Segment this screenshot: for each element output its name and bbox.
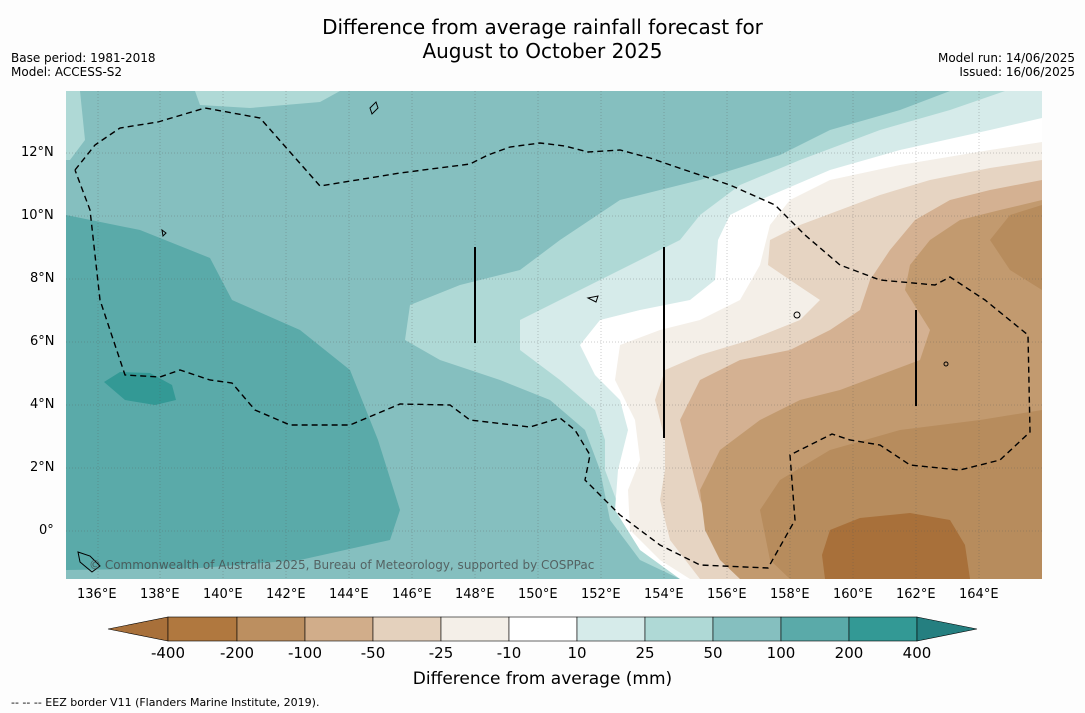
x-tick-140E: 140°E (203, 587, 243, 602)
y-tick-6N: 6°N (30, 334, 55, 349)
zone-pale-teal-top (195, 91, 340, 108)
colorbar-label: -25 (428, 644, 454, 662)
zone-darker-teal-west (66, 215, 400, 570)
islands (77, 101, 949, 573)
colorbar-label: -200 (219, 644, 255, 662)
model-name: Model: ACCESS-S2 (11, 65, 123, 79)
x-tick-138E: 138°E (140, 587, 180, 602)
y-tick-4N: 4°N (30, 397, 55, 412)
colorbar-label: 200 (834, 644, 864, 662)
y-tick-8N: 8°N (30, 271, 55, 286)
x-tick-156E: 156°E (707, 587, 747, 602)
zone-brown-200-400 (990, 205, 1042, 290)
colorbar-label: 10 (567, 644, 587, 662)
colorbar-label: 100 (766, 644, 796, 662)
x-tick-164E: 164°E (959, 587, 999, 602)
gridlines (66, 91, 1042, 579)
colorbar-label: 25 (635, 644, 655, 662)
zone-pale-teal-northwest (66, 91, 85, 160)
base-period: Base period: 1981-2018 (11, 51, 156, 65)
eez-footnote: -- -- -- EEZ border V11 (Flanders Marine… (11, 696, 320, 709)
colorbar-extend-low (107, 616, 169, 642)
x-tick-160E: 160°E (833, 587, 873, 602)
x-tick-152E: 152°E (581, 587, 621, 602)
x-tick-148E: 148°E (455, 587, 495, 602)
y-tick-10N: 10°N (21, 208, 54, 223)
issued-date: Issued: 16/06/2025 (959, 65, 1075, 79)
x-tick-136E: 136°E (77, 587, 117, 602)
x-tick-162E: 162°E (896, 587, 936, 602)
y-tick-2N: 2°N (30, 460, 55, 475)
zone-deep-teal-patch (104, 372, 176, 405)
model-run: Model run: 14/06/2025 (937, 51, 1075, 65)
colorbar-label: -10 (496, 644, 522, 662)
x-tick-146E: 146°E (392, 587, 432, 602)
colorbar-label: -400 (150, 644, 186, 662)
y-tick-0: 0° (39, 523, 54, 538)
colorbar-label: -100 (287, 644, 323, 662)
y-tick-12N: 12°N (21, 145, 54, 160)
x-tick-150E: 150°E (518, 587, 558, 602)
colorbar-extend-high (916, 616, 978, 642)
title-line-1: Difference from average rainfall forecas… (322, 15, 763, 39)
marker-lines (474, 247, 917, 438)
x-tick-142E: 142°E (266, 587, 306, 602)
x-tick-158E: 158°E (770, 587, 810, 602)
colorbar (107, 616, 978, 642)
title-line-2: August to October 2025 (422, 39, 663, 63)
x-tick-144E: 144°E (329, 587, 369, 602)
colorbar-label: -50 (360, 644, 386, 662)
colorbar-label: 50 (703, 644, 723, 662)
eez-border (74, 107, 1031, 569)
colorbar-label: 400 (902, 644, 932, 662)
x-tick-154E: 154°E (644, 587, 684, 602)
copyright-notice: © Commonwealth of Australia 2025, Bureau… (89, 558, 595, 572)
zone-brown-400-plus (822, 513, 970, 579)
colorbar-title: Difference from average (mm) (412, 669, 673, 689)
